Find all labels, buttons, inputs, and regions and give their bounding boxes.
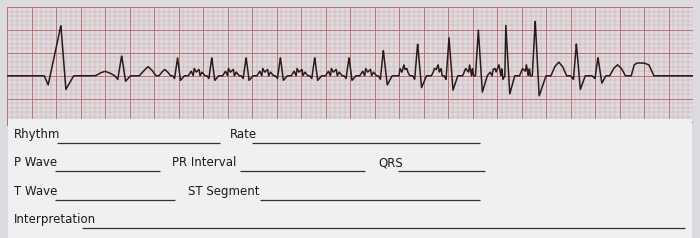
Text: P Wave: P Wave xyxy=(14,156,57,169)
Text: Rate: Rate xyxy=(230,128,257,141)
Text: T Wave: T Wave xyxy=(14,185,57,198)
Text: Interpretation: Interpretation xyxy=(14,213,96,226)
Text: QRS: QRS xyxy=(378,156,402,169)
Text: ST Segment: ST Segment xyxy=(188,185,260,198)
Text: PR Interval: PR Interval xyxy=(172,156,237,169)
Text: Rhythm: Rhythm xyxy=(14,128,60,141)
